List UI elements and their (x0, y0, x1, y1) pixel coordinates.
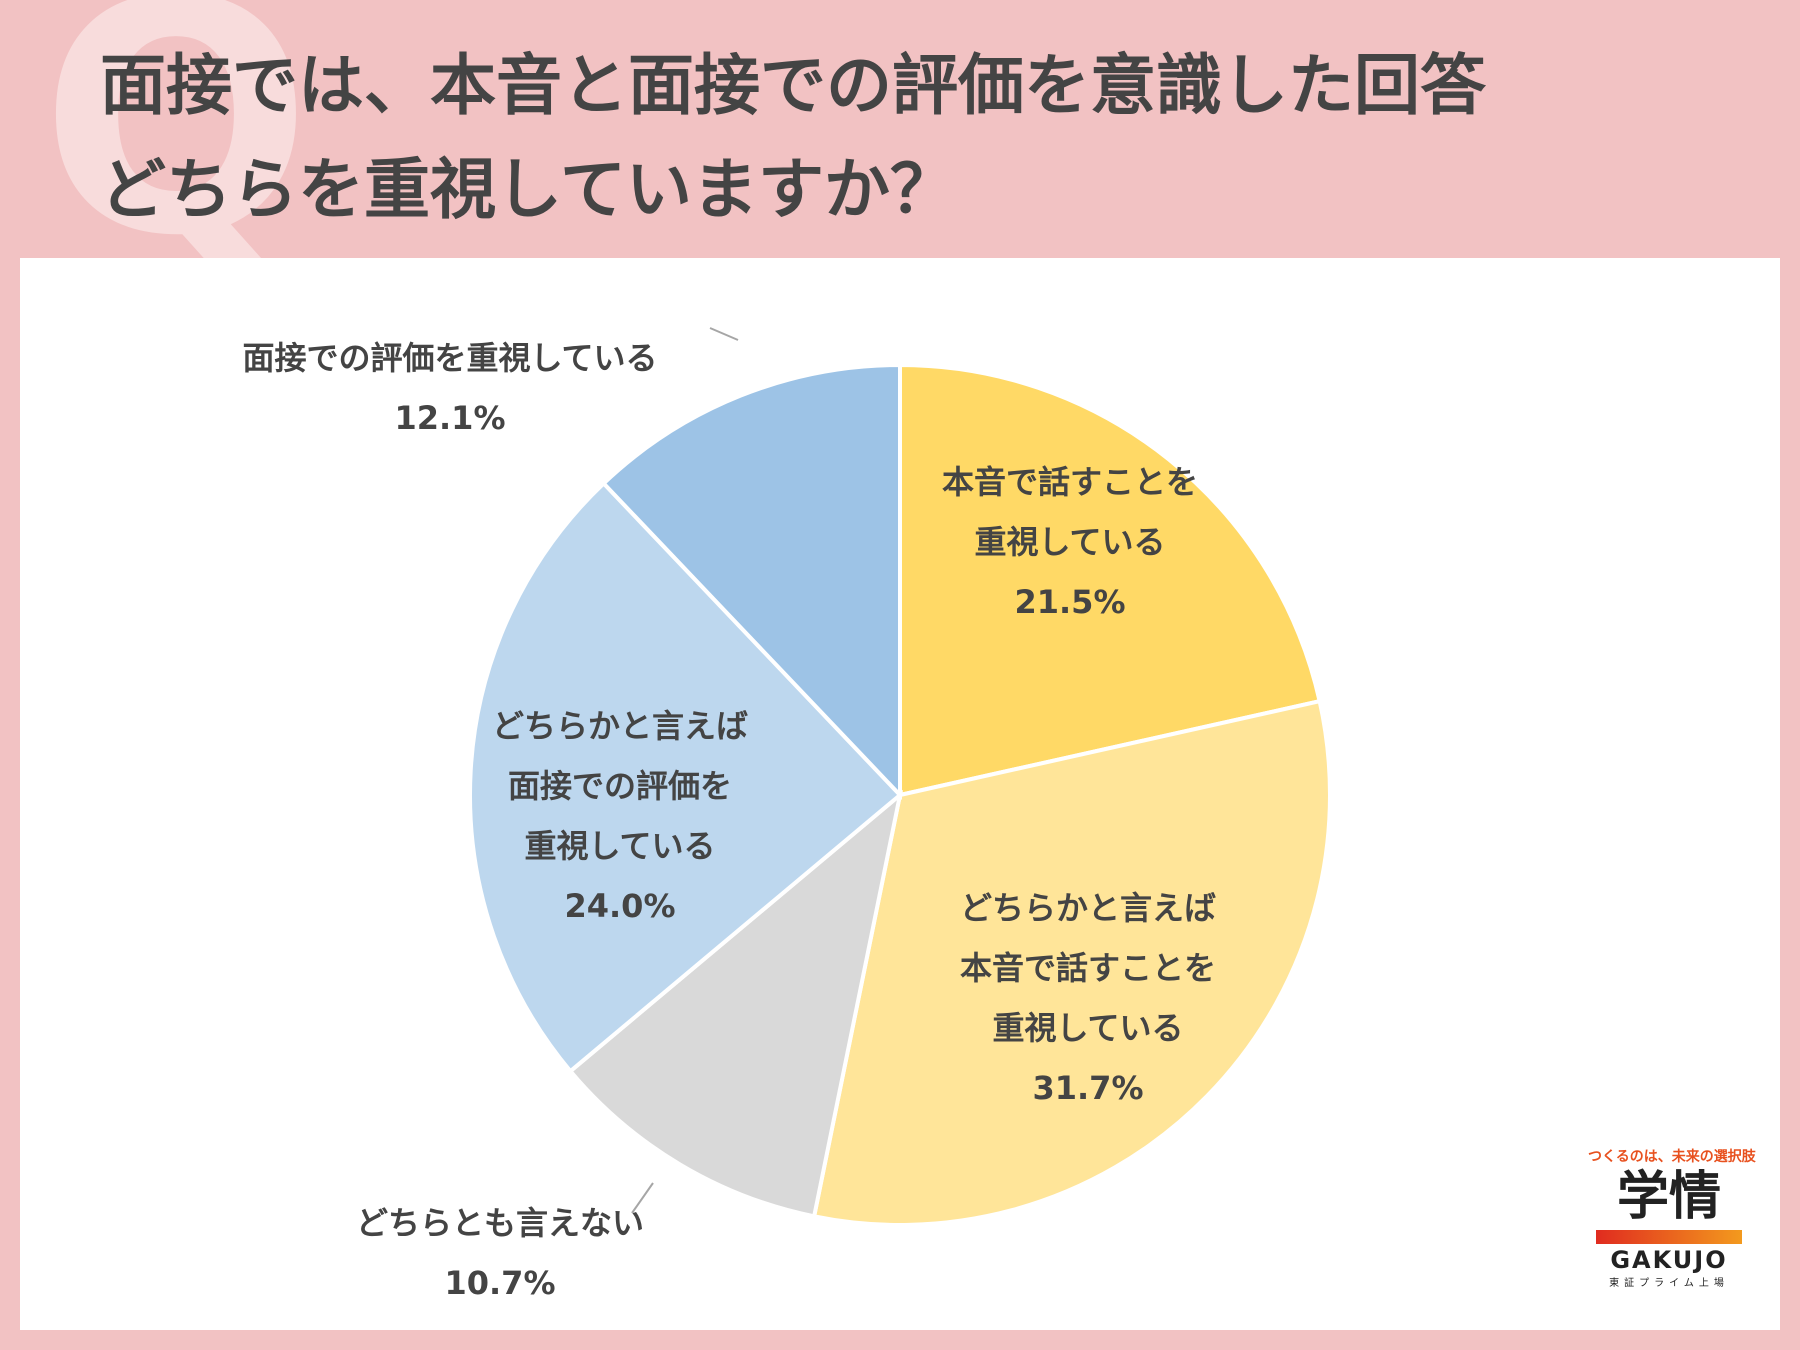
pie-chart (468, 327, 1332, 1227)
brand-listing: 東証プライム上場 (1609, 1278, 1729, 1289)
slice-label-3: どちらとも言えない 10.7% (250, 1193, 750, 1313)
slice-label-line: 面接での評価を (507, 767, 732, 805)
slice-label-line: 本音で話すことを (941, 463, 1198, 501)
pie-slice-1 (898, 362, 1323, 798)
slice-label-2: どちらかと言えば 本音で話すことを 重視している 31.7% (838, 878, 1338, 1118)
brand-tagline: つくるのは、未来の選択肢 (1588, 1149, 1756, 1165)
title-line-2: どちらを重視していますか？ (100, 151, 957, 228)
slice-label-line: どちらかと言えば (959, 889, 1216, 927)
q-watermark: Q (40, 0, 313, 306)
slice-label-line: 重視している (524, 827, 716, 865)
chart-panel: 本音で話すことを 重視している 21.5% どちらかと言えば 本音で話すことを 重視してい… (20, 258, 1780, 1330)
slice-label-line: 重視している (974, 523, 1166, 561)
leader-line-5 (709, 327, 739, 341)
slice-value-5: 12.1% (394, 399, 506, 437)
title-line-1: 面接では、本音と面接での評価を意識した回答 (100, 47, 1486, 124)
slice-value-1: 21.5% (1014, 583, 1126, 621)
slice-label-line: どちらかと言えば (491, 707, 748, 745)
brand-bar (1596, 1230, 1742, 1244)
slice-label-4: どちらかと言えば 面接での評価を 重視している 24.0% (370, 696, 870, 936)
slice-value-3: 10.7% (444, 1264, 556, 1302)
leader-line-3 (631, 1182, 654, 1214)
pie-slice-4 (468, 480, 903, 1074)
pie-slice-2 (811, 698, 1332, 1227)
slice-label-line: 重視している (992, 1009, 1184, 1047)
slice-label-1: 本音で話すことを 重視している 21.5% (820, 452, 1320, 632)
brand-name-en: GAKUJO (1610, 1246, 1728, 1274)
slice-label-line: 本音で話すことを (959, 949, 1216, 987)
brand-name-kanji: 学情 (1616, 1167, 1721, 1227)
slice-label-5: 面接での評価を重視している 12.1% (200, 328, 700, 448)
slice-label-line: どちらとも言えない (355, 1204, 644, 1242)
page-title: 面接では、本音と面接での評価を意識した回答 どちらを重視していますか？ (100, 34, 1760, 242)
slice-value-4: 24.0% (564, 887, 676, 925)
brand-logo: つくるのは、未来の選択肢 学情 GAKUJO 東証プライム上場 (1588, 1146, 1756, 1289)
slice-label-line: 面接での評価を重視している (242, 339, 658, 377)
slice-value-2: 31.7% (1032, 1069, 1144, 1107)
pie-slice-5 (600, 362, 902, 801)
pie-slice-3 (567, 789, 904, 1219)
